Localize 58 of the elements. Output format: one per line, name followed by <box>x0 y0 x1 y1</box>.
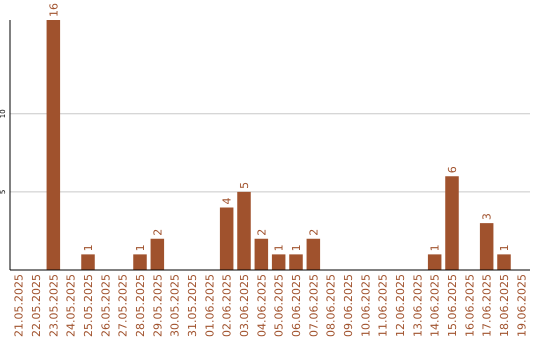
x-tick-label: 18.06.2025 <box>498 274 511 337</box>
x-tick-label: 09.06.2025 <box>342 274 355 337</box>
x-tick-label: 04.06.2025 <box>255 274 268 337</box>
bar <box>133 254 147 270</box>
x-tick-label: 10.06.2025 <box>359 274 372 337</box>
x-tick-label: 12.06.2025 <box>394 274 407 337</box>
bar <box>254 238 268 270</box>
x-tick-label: 08.06.2025 <box>324 274 338 337</box>
x-tick-label: 17.06.2025 <box>480 274 494 337</box>
bar <box>150 238 164 270</box>
bar <box>46 20 60 270</box>
data-label: 2 <box>307 228 320 236</box>
data-label: 6 <box>446 166 459 174</box>
x-tick-label: 15.06.2025 <box>446 274 459 337</box>
x-tick-label: 05.06.2025 <box>272 274 286 337</box>
data-label: 2 <box>151 228 164 236</box>
x-tick-label: 25.05.2025 <box>82 274 95 337</box>
bar <box>428 254 442 270</box>
x-tick-label: 28.05.2025 <box>134 274 147 337</box>
data-label: 3 <box>480 213 494 220</box>
data-label: 2 <box>255 228 268 236</box>
x-tick-label: 07.06.2025 <box>307 274 320 337</box>
x-tick-label: 01.06.2025 <box>203 274 216 337</box>
data-label: 1 <box>272 244 286 252</box>
data-label: 1 <box>498 244 511 252</box>
x-tick-label: 22.05.2025 <box>30 274 43 337</box>
bar <box>237 192 251 270</box>
bar <box>220 208 234 270</box>
data-label: 1 <box>428 244 442 252</box>
x-tick-label: 30.05.2025 <box>168 274 182 337</box>
x-tick-label: 31.05.2025 <box>186 274 199 337</box>
x-tick-label: 14.06.2025 <box>428 274 442 337</box>
data-label: 5 <box>238 182 251 189</box>
x-tick-label: 03.06.2025 <box>238 274 251 337</box>
x-tick-label: 06.06.2025 <box>290 274 303 337</box>
data-label: 1 <box>134 244 147 252</box>
bar <box>306 238 320 270</box>
data-label: 4 <box>220 198 234 204</box>
x-tick-label: 13.06.2025 <box>411 274 424 337</box>
bar <box>272 254 286 270</box>
data-label: 1 <box>82 244 95 252</box>
data-label: 1 <box>290 244 303 252</box>
bar <box>497 254 511 270</box>
x-tick-label: 19.06.2025 <box>515 274 528 337</box>
bar <box>480 223 494 270</box>
x-tick-label: 24.05.2025 <box>64 274 78 337</box>
data-label: 16 <box>47 3 60 17</box>
x-tick-label: 11.06.2025 <box>376 274 390 337</box>
bar <box>289 254 303 270</box>
x-tick-label: 02.06.2025 <box>220 274 234 337</box>
bar <box>445 176 459 270</box>
x-tick-label: 27.05.2025 <box>116 274 130 337</box>
x-tick-label: 16.06.2025 <box>463 274 476 337</box>
x-tick-label: 29.05.2025 <box>151 274 164 337</box>
x-tick-label: 21.05.2025 <box>12 274 26 337</box>
x-tick-label: 26.05.2025 <box>99 274 112 337</box>
bar <box>81 254 95 270</box>
x-tick-label: 23.05.2025 <box>47 274 60 337</box>
